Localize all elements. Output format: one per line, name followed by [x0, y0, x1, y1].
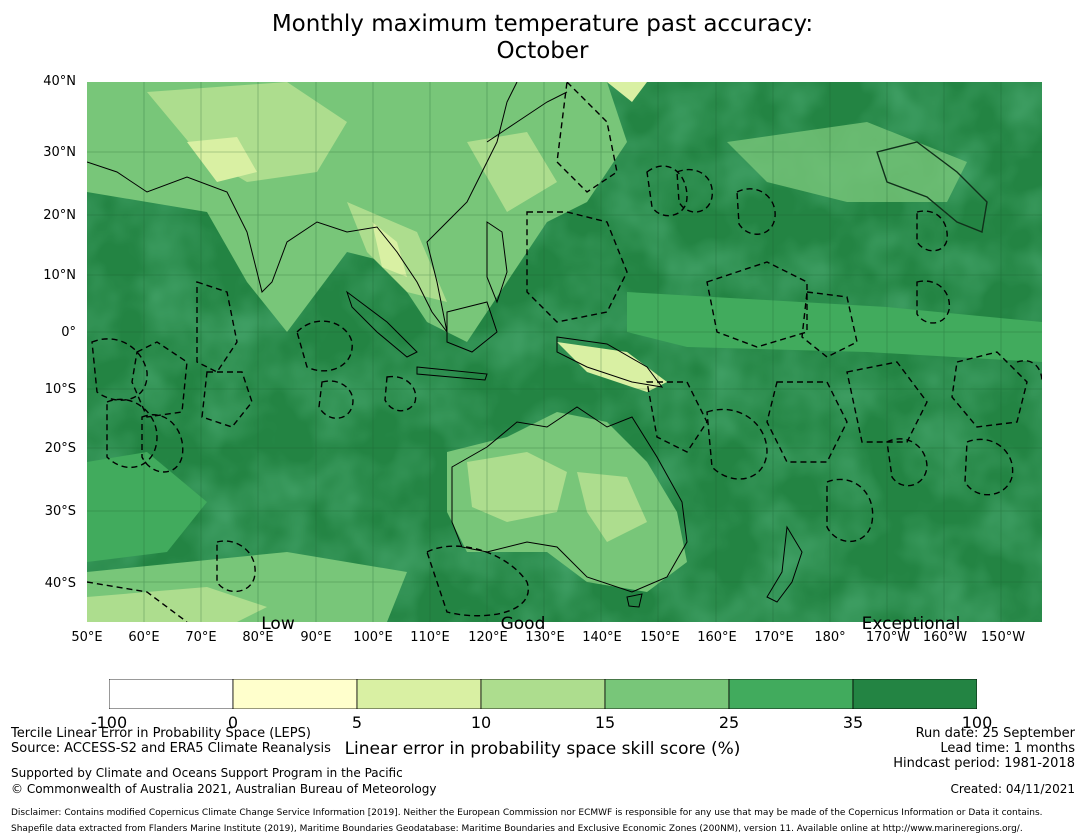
colorbar-tick-neg100: -100 [90, 713, 128, 732]
colorbar-tick-15: 15 [594, 713, 616, 732]
asia-light-patches [147, 82, 557, 302]
colorbar-segment-4 [604, 679, 730, 709]
category-label-good: Good [500, 614, 546, 634]
lon-label-130e: 130°E [525, 630, 565, 645]
footer-copyright: © Commonwealth of Australia 2021, Austra… [11, 782, 437, 796]
lon-label-110e: 110°E [410, 630, 450, 645]
skill-map [87, 82, 1042, 622]
australia-light-patches [467, 452, 647, 542]
footer-hindcast: Hindcast period: 1981-2018 [893, 756, 1075, 771]
colorbar-tick-5: 5 [351, 713, 363, 732]
lat-label-20n: 20°N [43, 208, 76, 223]
lon-label-100e: 100°E [353, 630, 393, 645]
colorbar-tick-10: 10 [470, 713, 492, 732]
lon-label-150w: 150°W [980, 630, 1026, 645]
map-title-line2: October [496, 38, 589, 64]
colorbar-segment-0 [109, 679, 234, 709]
lon-label-120e: 120°E [468, 630, 508, 645]
footer-source: Source: ACCESS-S2 and ERA5 Climate Reana… [11, 741, 331, 756]
colorbar-segment-3 [480, 679, 606, 709]
colorbar-segment-1 [232, 679, 358, 709]
lon-label-60e: 60°E [128, 630, 160, 645]
new-guinea-coastline [556, 336, 664, 388]
colorbar-segment-6 [852, 679, 977, 709]
lon-label-50e: 50°E [71, 630, 103, 645]
footer-created: Created: 04/11/2021 [950, 782, 1075, 796]
lat-label-10s: 10°S [44, 382, 76, 397]
footer-lead-time: Lead time: 1 months [940, 741, 1075, 756]
borneo-coastline [446, 301, 498, 353]
colorbar-segment-2 [356, 679, 482, 709]
japan-coastline [486, 91, 568, 143]
philippines-coastline [486, 221, 508, 304]
lon-label-160e: 160°E [697, 630, 737, 645]
lat-label-0: 0° [61, 325, 76, 340]
hawaii-coastline [876, 141, 988, 233]
north-pacific-light [727, 122, 967, 202]
footer-disclaimer: Disclaimer: Contains modified Copernicus… [11, 808, 1043, 818]
lon-label-180: 180° [814, 630, 846, 645]
lon-label-80e: 80°E [242, 630, 274, 645]
colorbar-label: Linear error in probability space skill … [344, 739, 741, 759]
lon-label-170w: 170°W [865, 630, 911, 645]
java-coastline [416, 366, 488, 381]
asia-coastline [87, 82, 518, 333]
lat-label-40s: 40°S [44, 576, 76, 591]
pacific-light-band [627, 292, 1042, 362]
footer-shapefile: Shapefile data extracted from Flanders M… [11, 824, 1023, 834]
southern-ocean-light [87, 587, 267, 622]
footer-method: Tercile Linear Error in Probability Spac… [11, 726, 311, 741]
lat-label-40n: 40°N [43, 74, 76, 89]
lat-label-20s: 20°S [44, 441, 76, 456]
new-zealand-coastline [766, 525, 803, 603]
west-ocean-patch [87, 452, 207, 562]
lon-label-160w: 160°W [922, 630, 968, 645]
colorbar [109, 679, 977, 709]
colorbar-segment-5 [728, 679, 854, 709]
new-guinea-region [557, 342, 667, 392]
category-label-exceptional: Exceptional [861, 614, 961, 634]
lat-label-30s: 30°S [44, 504, 76, 519]
map-title-line1: Monthly maximum temperature past accurac… [271, 11, 814, 37]
colorbar-tick-25: 25 [718, 713, 740, 732]
lon-label-140e: 140°E [582, 630, 622, 645]
lat-label-30n: 30°N [43, 145, 76, 160]
colorbar-tick-35: 35 [842, 713, 864, 732]
colorbar-tick-100: 100 [961, 713, 993, 732]
lon-label-170e: 170°E [754, 630, 794, 645]
colorbar-tick-0: 0 [227, 713, 239, 732]
footer-support: Supported by Climate and Oceans Support … [11, 766, 403, 780]
footer-run-date: Run date: 25 September [915, 726, 1075, 741]
tasmania-coastline [626, 593, 643, 608]
lon-label-90e: 90°E [300, 630, 332, 645]
lat-label-10n: 10°N [43, 268, 76, 283]
category-label-low: Low [261, 614, 295, 634]
lon-label-70e: 70°E [185, 630, 217, 645]
lon-label-150e: 150°E [640, 630, 680, 645]
sumatra-coastline [346, 290, 418, 358]
